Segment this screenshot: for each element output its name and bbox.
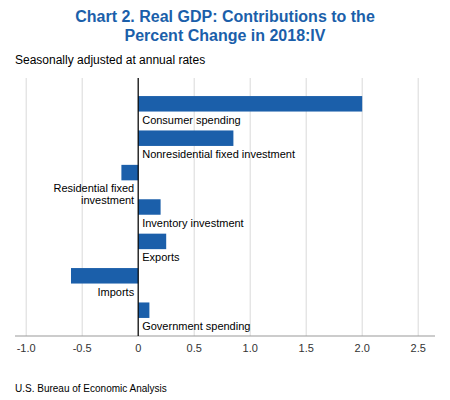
grid-line: [306, 78, 307, 336]
tick-label: -0.5: [73, 342, 92, 354]
grid: [26, 78, 418, 336]
tick-label: 1.5: [299, 342, 314, 354]
grid-line: [82, 78, 83, 336]
subtitle: Seasonally adjusted at annual rates: [15, 53, 205, 67]
bar: [138, 96, 362, 111]
tick-label: 0.5: [187, 342, 202, 354]
footer: U.S. Bureau of Economic Analysis: [15, 383, 167, 394]
tick-label: 2.0: [355, 342, 370, 354]
bar: [138, 302, 149, 317]
category-label: Exports: [142, 251, 180, 263]
bar: [138, 199, 160, 214]
bar: [138, 130, 233, 145]
bar: [138, 234, 166, 249]
grid-line: [418, 78, 419, 336]
tick-label: 2.5: [411, 342, 426, 354]
grid-line: [362, 78, 363, 336]
category-label: Imports: [98, 286, 135, 298]
axis-line: [15, 336, 435, 337]
category-label: Nonresidential fixed investment: [142, 148, 295, 160]
bars: [71, 96, 362, 318]
tick-label: 0: [135, 342, 141, 354]
grid-line: [250, 78, 251, 336]
tick-label: 1.0: [243, 342, 258, 354]
chart: Chart 2. Real GDP: Contributions to theP…: [0, 0, 450, 400]
bar: [121, 165, 138, 180]
grid-line: [26, 78, 27, 336]
zero-line: [138, 78, 139, 336]
category-label: Residential fixedinvestment: [53, 182, 134, 206]
bar: [71, 268, 138, 283]
category-label: Government spending: [142, 320, 250, 332]
tick-label: -1.0: [17, 342, 36, 354]
category-label: Inventory investment: [142, 217, 244, 229]
grid-line: [138, 78, 139, 336]
title: Chart 2. Real GDP: Contributions to theP…: [75, 8, 375, 44]
category-label: Consumer spending: [142, 114, 240, 126]
